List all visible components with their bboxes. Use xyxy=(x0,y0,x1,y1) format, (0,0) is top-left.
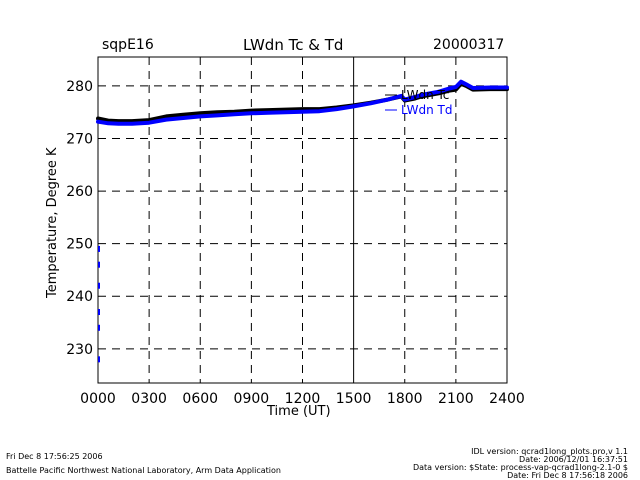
footer-run-date: Fri Dec 8 17:56:25 2006 xyxy=(6,452,103,461)
footer-code-date: Date: 2006/12/01 16:37:51 xyxy=(519,455,628,464)
y-tick-label: 240 xyxy=(66,289,93,305)
x-tick-label: 0900 xyxy=(234,391,270,407)
footer-org: Battelle Pacific Northwest National Labo… xyxy=(6,466,281,475)
y-tick-label: 270 xyxy=(66,132,93,148)
series-line-2 xyxy=(96,79,509,126)
x-tick-label: 0300 xyxy=(131,391,167,407)
x-tick-label: 0000 xyxy=(80,391,116,407)
plot-frame xyxy=(97,56,508,384)
y-axis-label: Temperature, Degree K xyxy=(45,147,60,298)
footer-data-date: Date: Fri Dec 8 17:56:18 2006 xyxy=(507,471,628,480)
x-axis-label: Time (UT) xyxy=(267,404,331,419)
y-tick-label: 250 xyxy=(66,237,93,253)
y-tick-label: 260 xyxy=(66,184,93,200)
x-tick-label: 2100 xyxy=(438,391,474,407)
x-tick-label: 1800 xyxy=(387,391,423,407)
x-tick-label: 1200 xyxy=(285,391,321,407)
legend-label-1: LWdn Tc xyxy=(401,88,449,102)
legend-label-2: LWdn Td xyxy=(401,103,452,117)
x-tick-label: 2400 xyxy=(489,391,525,407)
footer-idl-version: IDL version: qcrad1long_plots.pro,v 1.1 xyxy=(471,447,628,456)
site-label: sqpE16 xyxy=(102,37,154,53)
chart-title: LWdn Tc & Td xyxy=(243,36,344,54)
y-tick-label: 280 xyxy=(66,79,93,95)
x-tick-label: 1500 xyxy=(336,391,372,407)
x-tick-label: 0600 xyxy=(182,391,218,407)
date-label: 20000317 xyxy=(433,37,505,53)
y-tick-label: 230 xyxy=(66,342,93,358)
footer-data-version: Data version: $State: process-vap-qcrad1… xyxy=(412,463,628,472)
